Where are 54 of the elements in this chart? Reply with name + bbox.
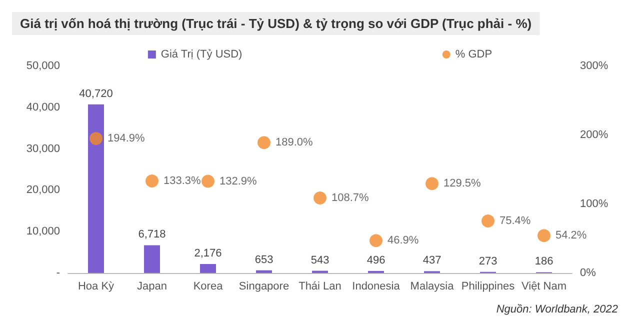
data-label: 189.0% (276, 136, 314, 149)
x-tick-label: Hoa Kỳ (78, 280, 115, 292)
legend-label: Giá Trị (Tỷ USD) (160, 48, 242, 60)
bar (144, 245, 160, 273)
bar (256, 270, 272, 273)
x-tick-label: Philippines (461, 280, 516, 292)
text: Nguồn: Worldbank, 2022 (496, 304, 618, 316)
x-tick-label: Korea (193, 280, 224, 292)
data-label: 108.7% (332, 192, 370, 204)
data-label: 132.9% (220, 175, 258, 188)
y-tick-label: 10,000 (26, 226, 60, 238)
point (202, 174, 214, 188)
x-tick-label: Việt Nam (521, 280, 567, 292)
chart-title: Giá trị vốn hoá thị trường (Trục trái - Tỷ USD) & tỷ trọng so với GDP (Trục phải - %) (20, 16, 532, 31)
x-tick-label: Indonesia (352, 280, 401, 292)
data-label: 54.2% (556, 230, 587, 242)
y-tick-label: 20,000 (26, 184, 60, 196)
y2-tick-label: 200% (580, 129, 608, 141)
data-label: 437 (422, 254, 442, 267)
y-tick-label: - (56, 267, 60, 279)
data-label: 129.5% (444, 178, 482, 190)
point (146, 174, 158, 188)
point (482, 214, 494, 228)
point (370, 234, 382, 248)
point (538, 229, 550, 242)
y2-tick-label: 300% (580, 60, 608, 72)
data-label: 133.3% (164, 175, 202, 188)
data-label: 40,720 (79, 88, 113, 100)
y2-tick-label: 100% (580, 198, 608, 210)
data-label: 46.9% (388, 234, 419, 247)
x-tick-label: Japan (137, 280, 167, 292)
data-label: 273 (478, 255, 498, 268)
data-label: 186 (534, 256, 554, 268)
x-tick-label: Malaysia (410, 280, 455, 292)
data-label: 2,176 (194, 247, 222, 260)
y2-tick-label: 0% (580, 267, 596, 279)
y-tick-label: 40,000 (26, 101, 60, 114)
legend-label: % GDP (455, 48, 492, 60)
point (90, 132, 102, 146)
point (314, 192, 326, 204)
x-tick-label: Thái Lan (298, 280, 342, 292)
y-tick-label: 30,000 (26, 142, 60, 155)
bar (200, 264, 216, 273)
data-label: 543 (310, 254, 330, 266)
data-label: 653 (254, 254, 274, 266)
data-label: 75.4% (500, 214, 531, 227)
data-label: 194.9% (108, 132, 146, 145)
point (426, 177, 438, 190)
bar (88, 104, 104, 273)
data-label: 6,718 (138, 228, 166, 241)
x-tick-label: Singapore (238, 280, 290, 292)
data-label: 496 (366, 254, 386, 266)
y-tick-label: 50,000 (26, 60, 60, 72)
point (258, 136, 270, 150)
